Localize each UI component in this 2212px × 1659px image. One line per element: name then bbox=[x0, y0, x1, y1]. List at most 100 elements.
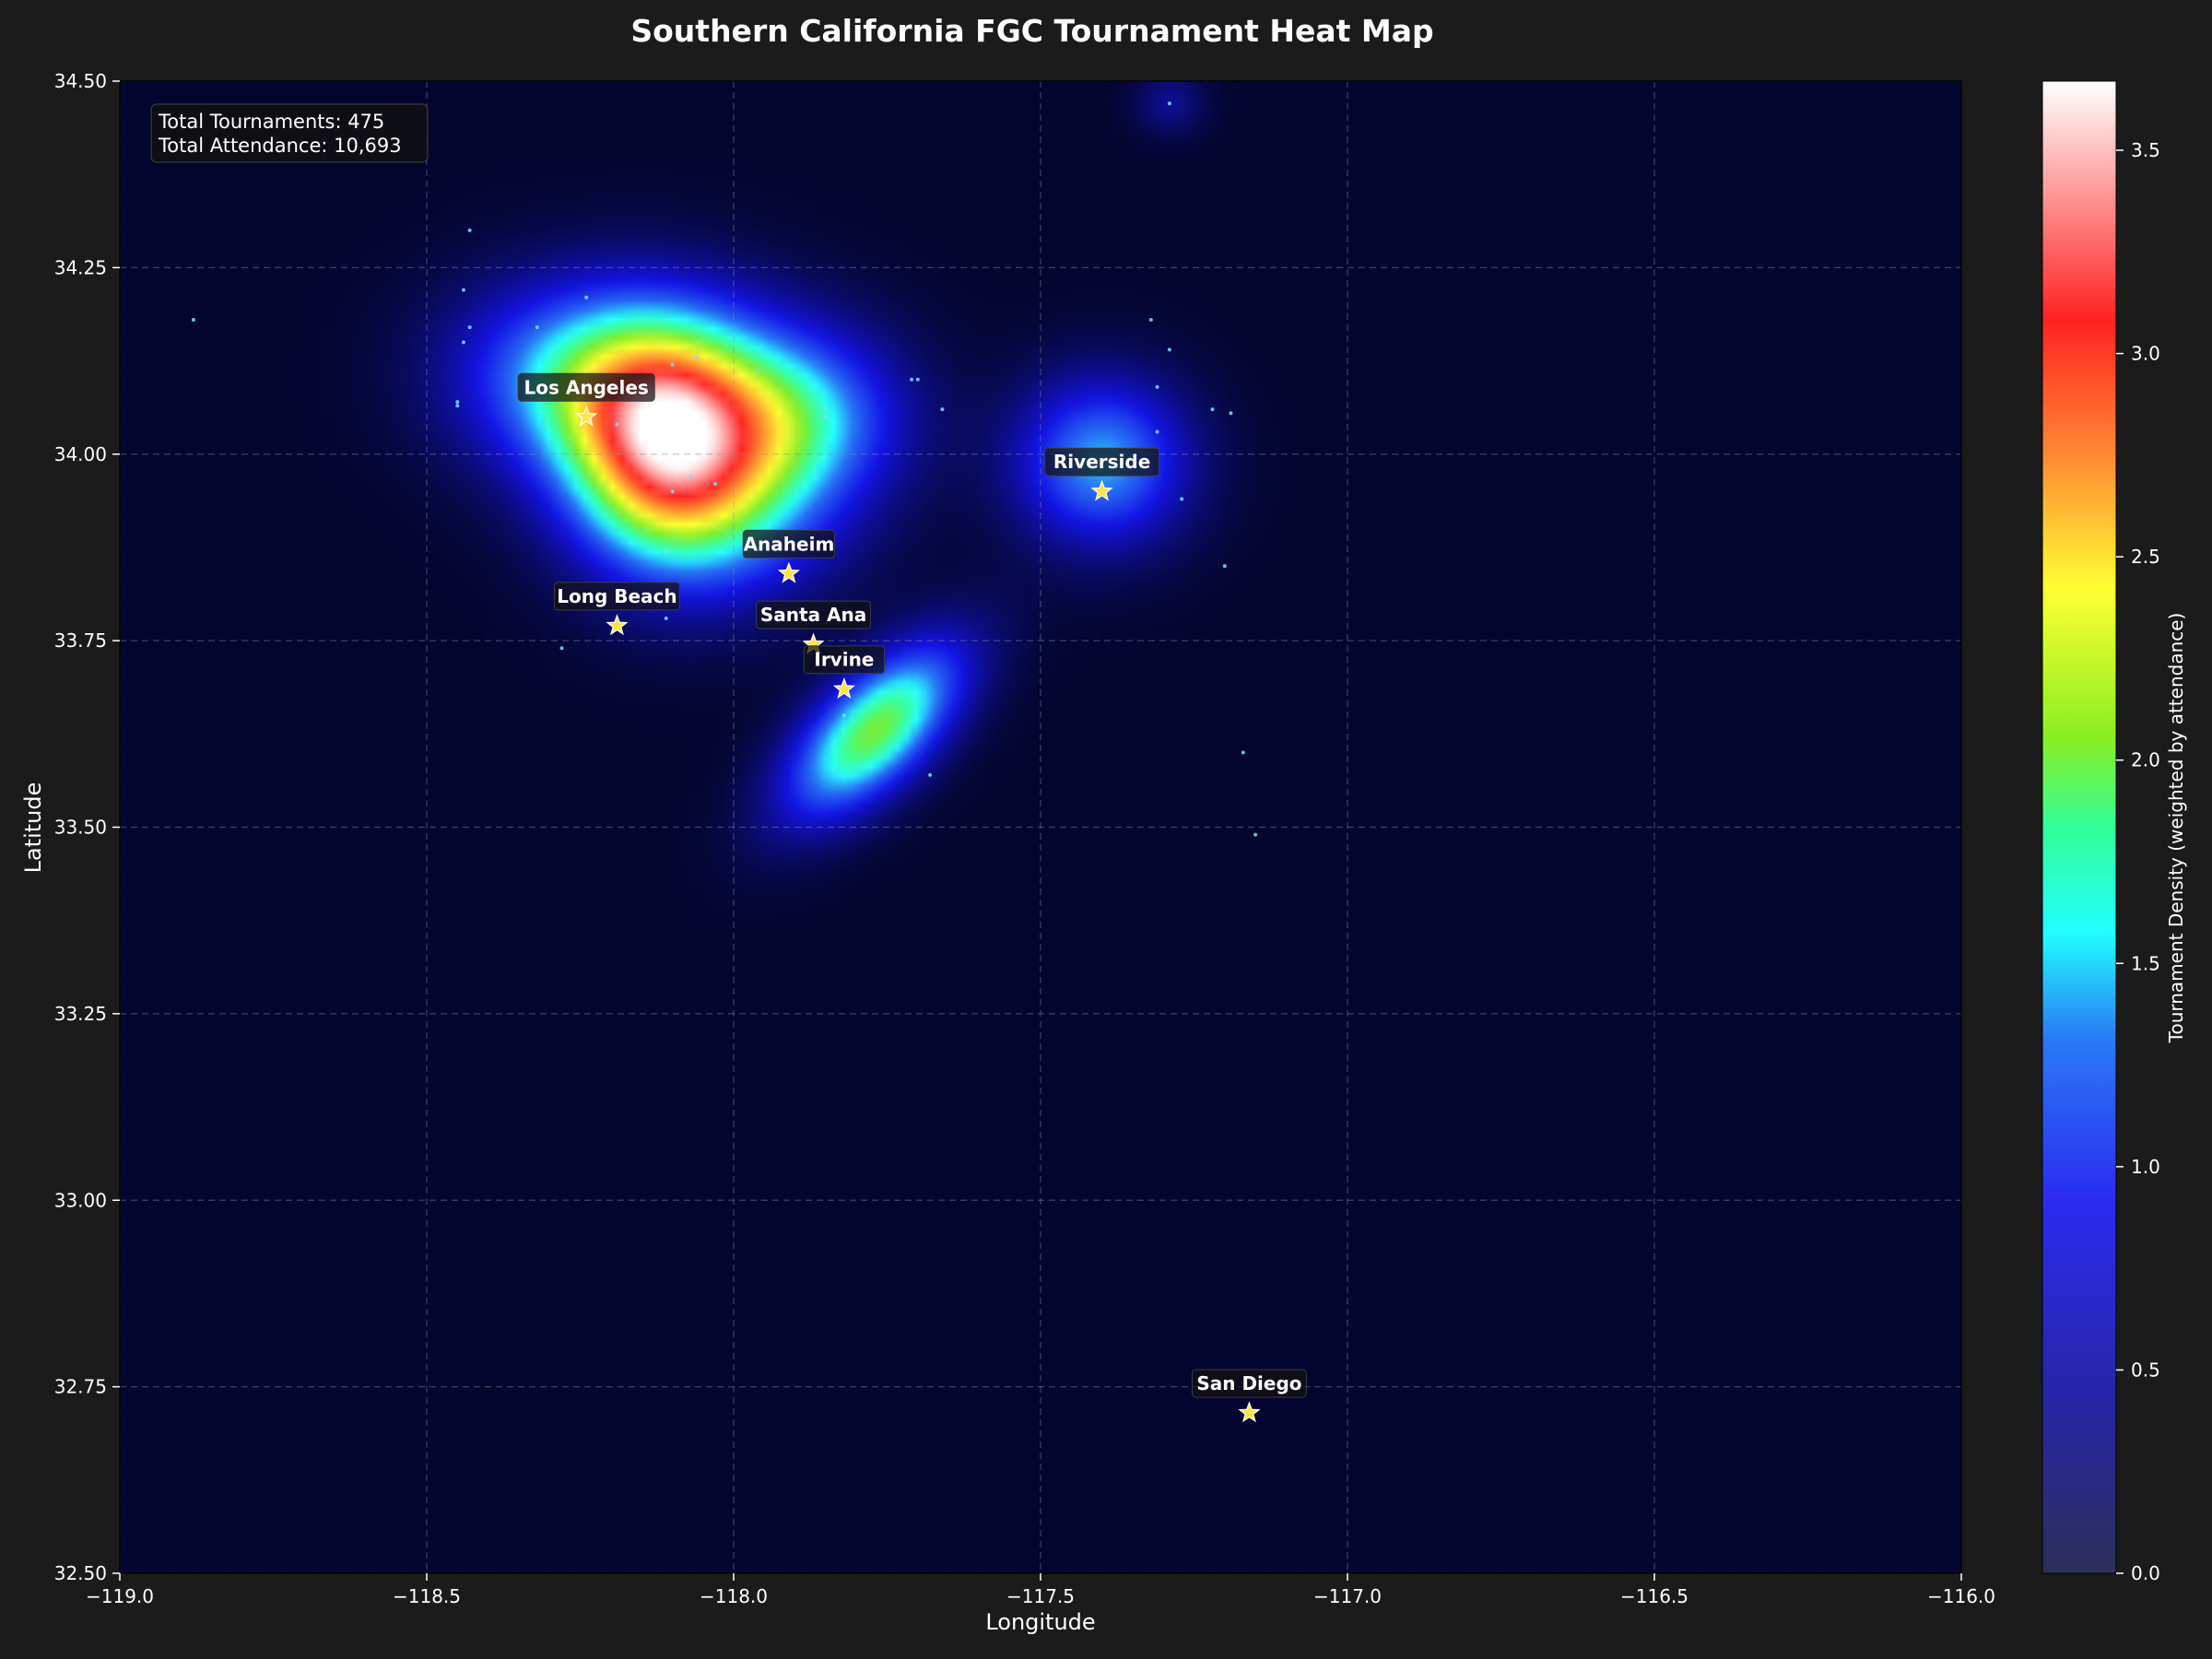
y-tick-label: 33.25 bbox=[54, 1003, 107, 1025]
stats-tournaments: Total Tournaments: 475 bbox=[158, 111, 384, 133]
tournament-point bbox=[915, 377, 920, 382]
tournament-point bbox=[688, 475, 693, 479]
colorbar-tick-label: 2.5 bbox=[2131, 546, 2160, 568]
y-tick-label: 33.75 bbox=[54, 629, 107, 652]
tournament-point bbox=[841, 713, 846, 718]
city-irvine: Irvine bbox=[803, 645, 885, 699]
city-label: Long Beach bbox=[557, 585, 677, 607]
tournament-point bbox=[1210, 407, 1215, 412]
tournament-points bbox=[191, 101, 1258, 837]
star-icon bbox=[575, 405, 598, 427]
city-markers: Los Angeles Riverside Anaheim Long Beach San… bbox=[517, 372, 1307, 1423]
tournament-point bbox=[1167, 101, 1171, 106]
city-label: Riverside bbox=[1053, 451, 1150, 473]
tournament-point bbox=[713, 482, 718, 487]
tournament-point bbox=[928, 772, 933, 777]
city-label-box bbox=[742, 529, 836, 559]
colorbar-label: Tournament Density (weighted by attendan… bbox=[2165, 613, 2187, 1044]
tournament-point bbox=[664, 548, 668, 553]
city-label: Irvine bbox=[814, 649, 874, 671]
x-tick-label: −117.0 bbox=[1313, 1585, 1382, 1607]
y-tick-label: 34.25 bbox=[54, 256, 107, 278]
y-tick-label: 34.50 bbox=[54, 70, 107, 92]
stats-attendance: Total Attendance: 10,693 bbox=[158, 135, 402, 157]
city-riverside: Riverside bbox=[1044, 447, 1159, 501]
city-label-box bbox=[756, 600, 871, 629]
colorbar-tick-label: 1.5 bbox=[2131, 952, 2160, 974]
star-icon bbox=[1090, 479, 1113, 501]
tournament-point bbox=[461, 340, 465, 345]
tournament-point bbox=[1241, 750, 1245, 755]
x-tick-label: −116.0 bbox=[1927, 1585, 1995, 1607]
tournament-point bbox=[1148, 318, 1153, 323]
x-axis-label: Longitude bbox=[985, 1609, 1095, 1635]
y-tick-label: 32.75 bbox=[54, 1376, 107, 1398]
tournament-point bbox=[670, 489, 675, 494]
y-tick-label: 33.50 bbox=[54, 817, 107, 839]
tournament-point bbox=[461, 288, 465, 292]
density-heatmap bbox=[120, 81, 1961, 1573]
tournament-point bbox=[664, 616, 668, 620]
city-label: Santa Ana bbox=[760, 604, 866, 626]
star-icon bbox=[777, 561, 801, 583]
x-tick-label: −119.0 bbox=[86, 1585, 154, 1607]
city-label-box bbox=[517, 372, 655, 402]
tournament-point bbox=[1229, 411, 1233, 416]
city-long-beach: Long Beach bbox=[553, 582, 680, 636]
tournament-point bbox=[467, 228, 472, 232]
y-tick-label: 34.00 bbox=[54, 443, 107, 465]
colorbar-tick-label: 1.0 bbox=[2131, 1156, 2160, 1178]
star-icon bbox=[606, 614, 629, 636]
colorbar-gradient bbox=[2041, 80, 2117, 1574]
y-axis: 32.50 32.75 33.00 33.25 33.50 33.75 34.00 34.25… bbox=[54, 70, 120, 1584]
colorbar-tick-label: 0.5 bbox=[2131, 1359, 2160, 1381]
tournament-point bbox=[756, 370, 760, 374]
x-axis: −119.0 −118.5 −118.0 −117.5 −117.0 −116.5 −116… bbox=[86, 1573, 1995, 1607]
y-tick-label: 33.00 bbox=[54, 1189, 107, 1211]
x-tick-label: −118.0 bbox=[700, 1585, 768, 1607]
y-tick-label: 32.50 bbox=[54, 1562, 107, 1584]
city-anaheim: Anaheim bbox=[742, 529, 836, 583]
tournament-point bbox=[1222, 564, 1227, 569]
tournament-point bbox=[191, 318, 195, 323]
tournament-point bbox=[455, 404, 460, 408]
colorbar-ticks: 0.0 0.5 1.0 1.5 2.0 2.5 3.0 3.5 bbox=[2116, 139, 2160, 1584]
city-label: Los Angeles bbox=[524, 376, 649, 398]
city-label-box bbox=[553, 582, 680, 611]
colorbar-tick-label: 0.0 bbox=[2131, 1562, 2160, 1584]
tournament-point bbox=[823, 407, 828, 412]
tournament-point bbox=[467, 325, 472, 330]
city-santa-ana: Santa Ana bbox=[756, 600, 871, 654]
x-tick-label: −117.5 bbox=[1006, 1585, 1075, 1607]
tournament-point bbox=[1253, 832, 1258, 837]
tournament-point bbox=[615, 422, 619, 427]
tournament-point bbox=[910, 377, 914, 382]
colorbar-tick-label: 3.5 bbox=[2131, 139, 2160, 161]
tournament-point bbox=[1155, 384, 1159, 389]
tournament-point bbox=[823, 415, 828, 419]
city-label: Anaheim bbox=[744, 533, 835, 555]
x-tick-label: −118.5 bbox=[393, 1585, 461, 1607]
colorbar-tick-label: 3.0 bbox=[2131, 343, 2160, 365]
stats-box: Total Tournaments: 475 Total Attendance:… bbox=[150, 103, 429, 163]
tournament-point bbox=[695, 355, 700, 359]
city-label: San Diego bbox=[1196, 1372, 1301, 1394]
y-axis-label: Latitude bbox=[20, 782, 46, 874]
star-icon bbox=[832, 677, 855, 699]
colorbar: 0.0 0.5 1.0 1.5 2.0 2.5 3.0 3.5 Tournament Dens… bbox=[2041, 80, 2187, 1584]
tournament-point bbox=[940, 407, 945, 412]
city-label-box bbox=[803, 645, 885, 675]
tournament-point bbox=[670, 362, 675, 367]
plot-area: Los Angeles Riverside Anaheim Long Beach San… bbox=[119, 80, 1962, 1574]
city-los-angeles: Los Angeles bbox=[517, 372, 655, 427]
chart-title: Southern California FGC Tournament Heat … bbox=[630, 13, 1433, 49]
tournament-point bbox=[559, 646, 564, 651]
tournament-point bbox=[584, 295, 589, 300]
tournament-point bbox=[535, 325, 539, 330]
tournament-point bbox=[1180, 497, 1184, 501]
x-tick-label: −116.5 bbox=[1620, 1585, 1688, 1607]
tournament-point bbox=[455, 400, 460, 405]
city-san-diego: San Diego bbox=[1192, 1369, 1307, 1423]
star-icon bbox=[1238, 1401, 1261, 1423]
